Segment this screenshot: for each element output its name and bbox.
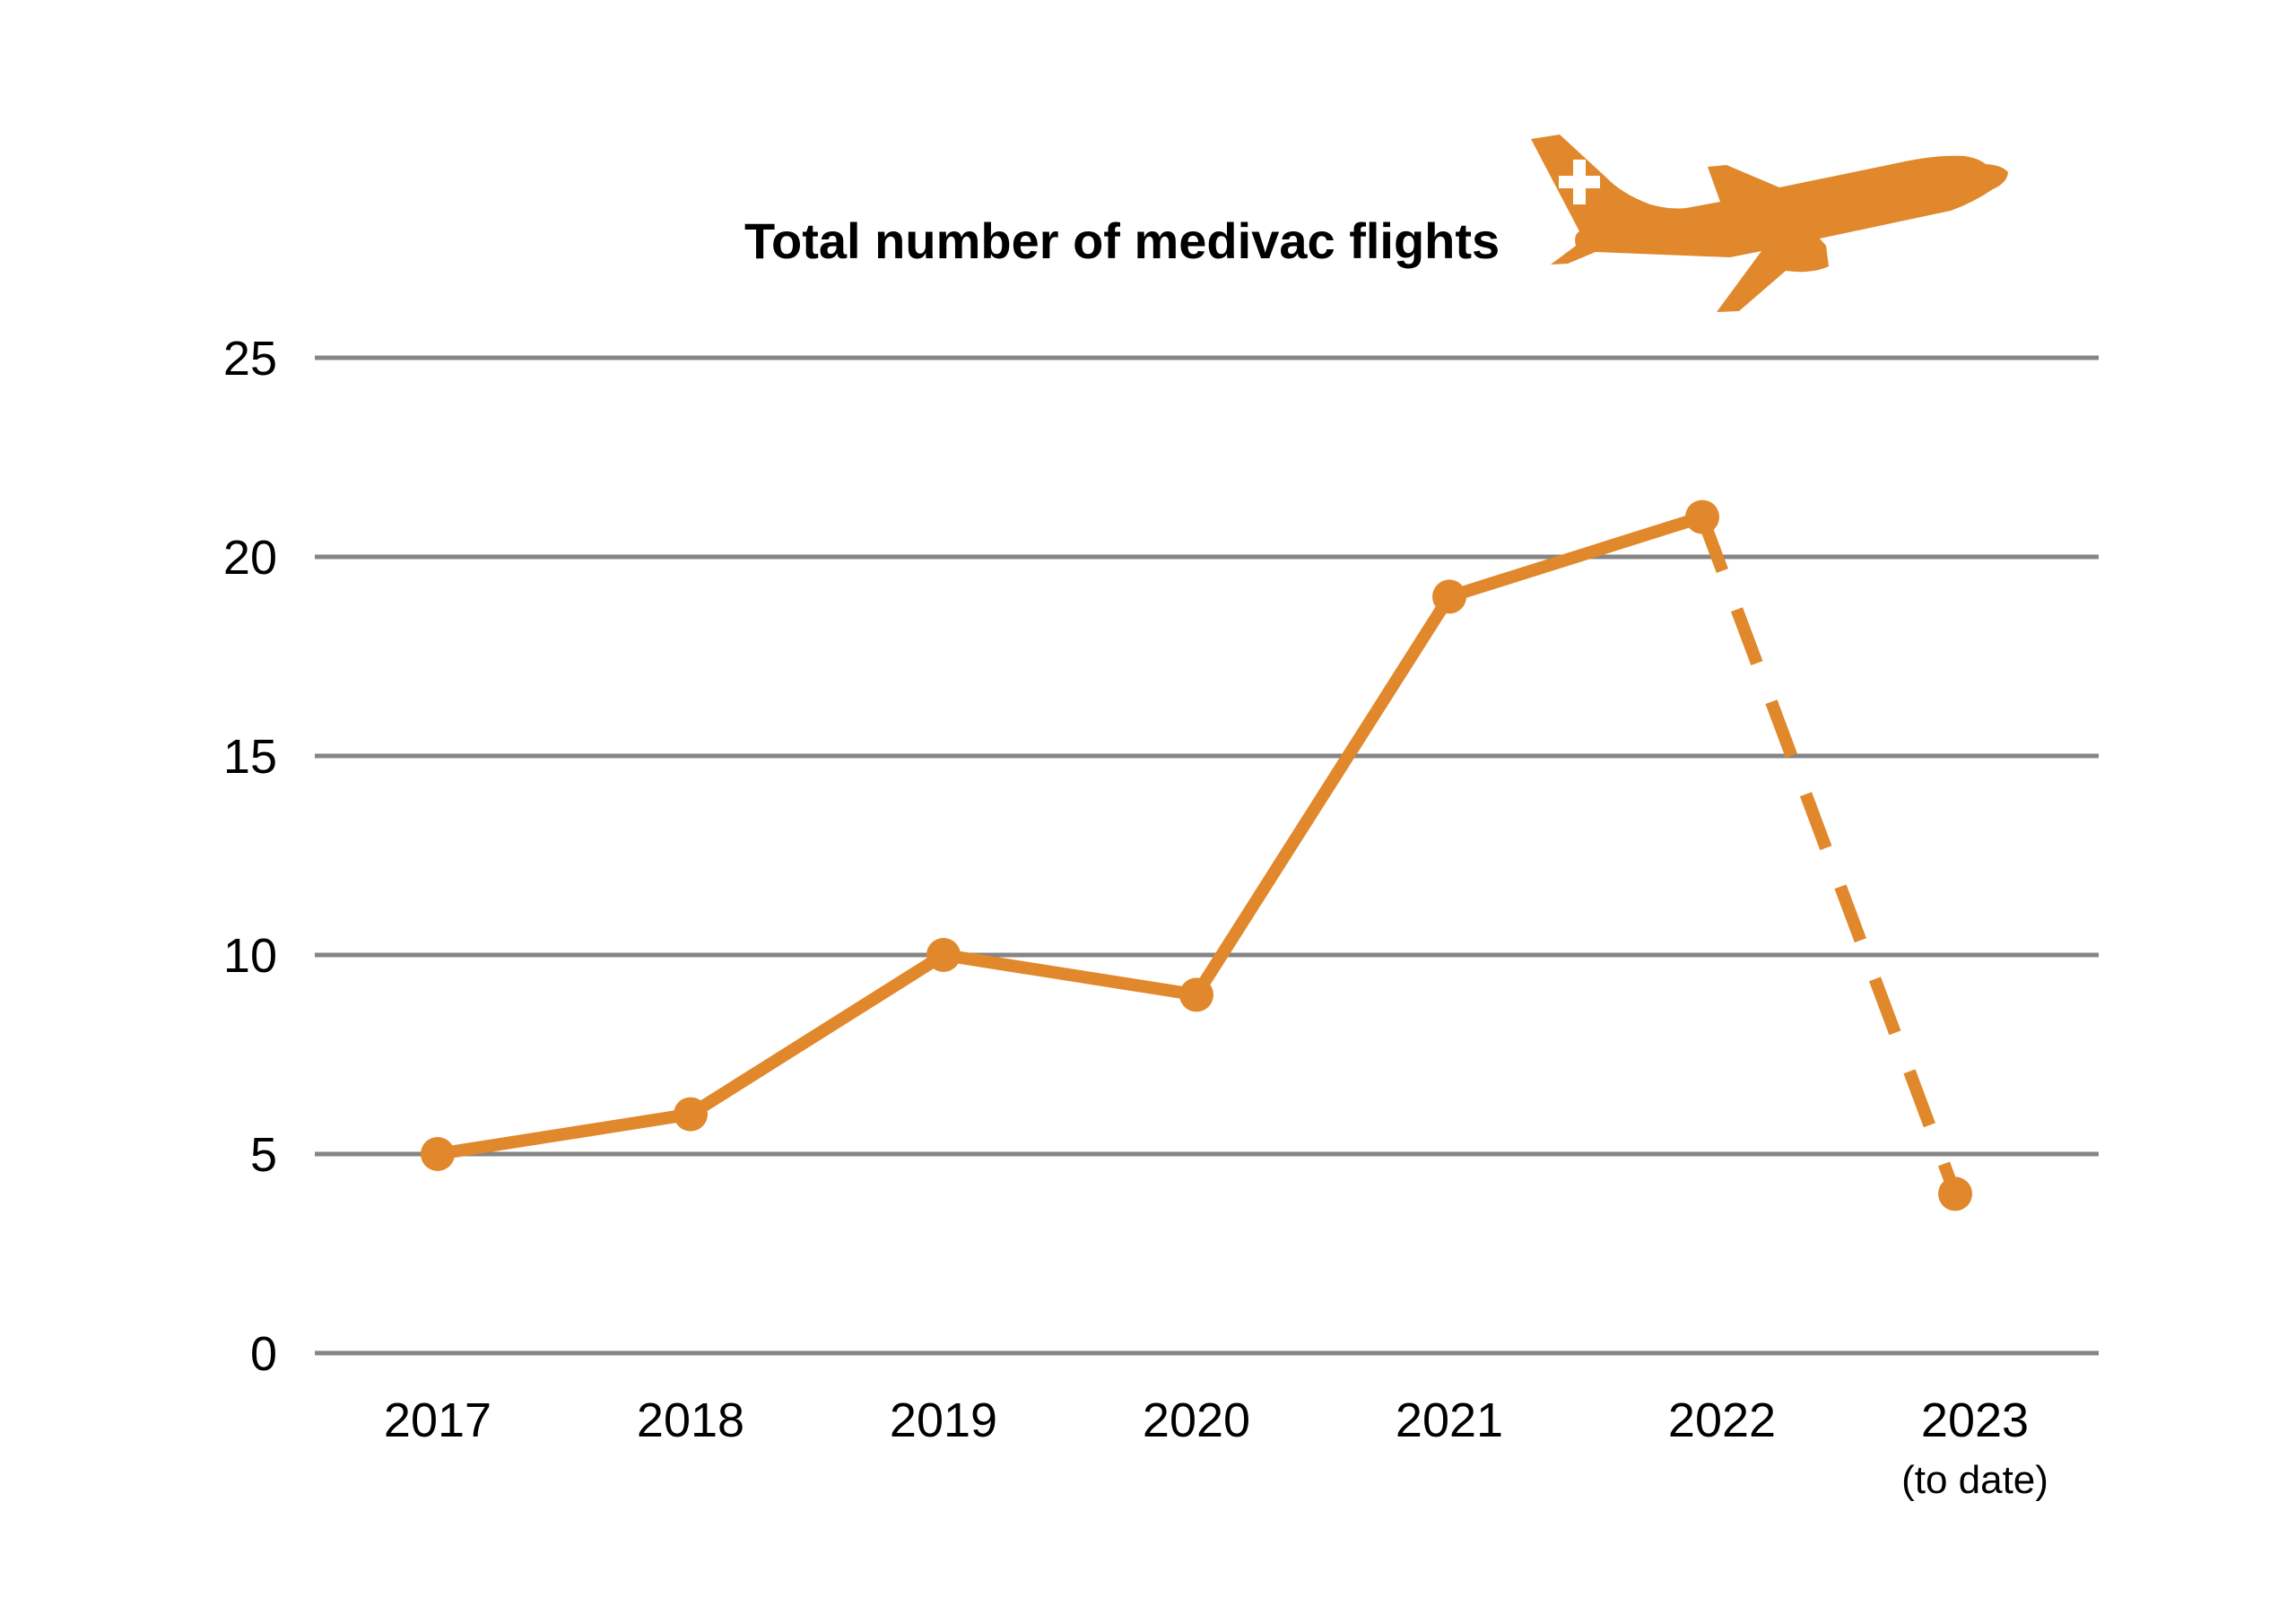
- data-point-2021: [1432, 579, 1466, 614]
- data-point-2019: [926, 938, 961, 972]
- data-point-2020: [1179, 977, 1213, 1012]
- y-tick-label-25: 25: [223, 332, 277, 386]
- x-tick-label-2018: 2018: [637, 1393, 744, 1447]
- white-cross-icon: [1559, 160, 1600, 204]
- data-point-2022: [1685, 499, 1719, 534]
- data-point-2023: [1938, 1176, 1972, 1211]
- x-tick-label-2023: 2023: [1921, 1393, 2029, 1447]
- y-tick-label-15: 15: [223, 730, 277, 784]
- y-tick-label-0: 0: [250, 1327, 277, 1381]
- y-axis-ticks: 0 5 10 15 20 25: [223, 332, 277, 1381]
- x-tick-label-2019: 2019: [890, 1393, 997, 1447]
- x-tick-label-2020: 2020: [1143, 1393, 1250, 1447]
- line-segment-2018-2019: [684, 949, 950, 1121]
- airplane-body-icon: [1531, 135, 2008, 312]
- chart-title: Total number of medivac flights: [744, 213, 1500, 269]
- y-tick-label-5: 5: [250, 1128, 277, 1182]
- dashed-segment-2022-2023: [1696, 515, 1961, 1196]
- x-tick-label-2021: 2021: [1396, 1393, 1503, 1447]
- line-segment-2021-2022: [1443, 510, 1709, 603]
- medical-airplane-icon: [1531, 135, 2008, 312]
- y-tick-label-20: 20: [223, 531, 277, 585]
- series-total-medivac-flights: [421, 499, 1972, 1211]
- x-tick-sublabel-2023: (to date): [1901, 1458, 2048, 1502]
- x-axis-ticks: 2017 2018 2019 2020 2021 2022 2023 (to date): [384, 1393, 2048, 1502]
- y-tick-label-10: 10: [223, 929, 277, 983]
- data-point-2017: [421, 1137, 455, 1171]
- x-tick-label-2017: 2017: [384, 1393, 491, 1447]
- x-tick-label-2022: 2022: [1668, 1393, 1776, 1447]
- line-segment-2020-2021: [1190, 590, 1456, 1002]
- data-point-2018: [674, 1097, 708, 1132]
- line-segment-2019-2020: [937, 949, 1203, 1002]
- line-segment-2017-2018: [431, 1107, 697, 1160]
- gridlines: [315, 355, 2099, 1356]
